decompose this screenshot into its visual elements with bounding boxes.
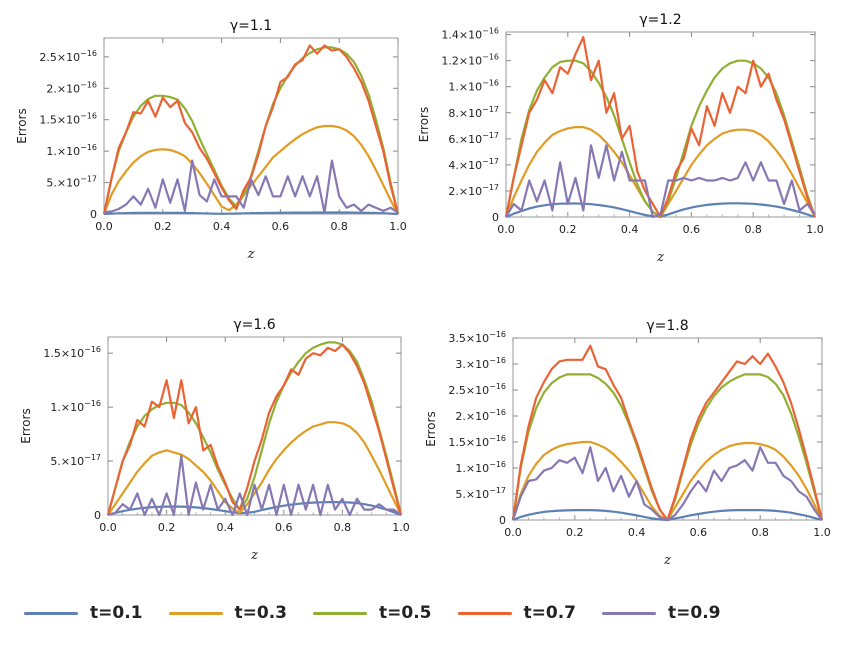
series-line-t05 [504,59,817,219]
x-tick-label: 0.8 [744,223,762,236]
legend-item-t01: t=0.1 [24,603,143,623]
plot-frame [103,37,399,215]
x-axis-label: z [663,553,671,568]
series-line-t07 [102,44,400,215]
y-tick-label: 0 [499,514,506,527]
legend-swatch [168,611,223,615]
y-tick-label: 5.×10−17 [50,453,101,468]
y-tick-label: 2.5×10−16 [39,49,97,64]
chart-title: γ=1.8 [646,318,688,334]
y-tick-label: 0 [90,208,97,221]
series-line-t07 [511,344,824,522]
legend-item-t03: t=0.3 [168,603,288,623]
series-line-t03 [107,421,402,516]
y-tick-label: 6.×10−17 [448,131,499,146]
figure-canvas: γ=1.1 0.0 0.2 0.4 0.6 0.8 1.0 0 5.×10−17 1.×10−16… [15,12,831,568]
x-tick-label: 0.0 [497,223,515,236]
chart-title: γ=1.1 [230,18,272,34]
x-tick-label: 0.8 [334,521,352,534]
chart-panel-4: γ=1.8 0.0 0.2 0.4 0.6 0.8 1.0 0 5.×10−17 1.×10−16… [424,318,831,568]
legend-item-t07: t=0.7 [457,603,577,623]
series-line-t09 [505,144,816,219]
series-line-t07 [106,343,403,516]
x-tick-label: 0.4 [213,220,231,233]
y-tick-label: 5.×10−17 [455,486,506,501]
y-tick-label: 1.5×10−16 [43,345,101,360]
series-line-t01 [107,501,402,517]
y-axis-label: Errors [424,411,438,447]
series-line-t09 [107,454,402,517]
series-line-t03 [511,440,823,522]
y-tick-label: 1.2×10−16 [441,53,499,68]
x-tick-label: 0.0 [99,521,117,534]
y-tick-label: 3.×10−16 [455,356,506,371]
y-tick-label: 1.5×10−16 [39,112,97,127]
x-tick-label: 0.6 [690,526,708,539]
series-line-t03 [102,124,399,215]
x-tick-label: 0.2 [158,521,176,534]
x-tick-label: 0.6 [275,521,293,534]
series-line-t09 [511,446,823,522]
y-tick-label: 2.×10−16 [46,80,97,95]
y-tick-label: 2.5×10−16 [448,382,506,397]
legend-label: t=0.3 [234,603,288,623]
y-tick-label: 1.×10−16 [46,143,97,158]
x-axis-label: z [250,548,258,563]
x-tick-label: 0.8 [751,526,769,539]
y-tick-label: 3.5×10−16 [448,330,506,345]
chart-title: γ=1.2 [639,12,681,28]
y-tick-label: 1.4×10−16 [441,27,499,42]
chart-panel-3: γ=1.6 0.0 0.2 0.4 0.6 0.8 1.0 0 5.×10−17 1.×10−16… [19,317,410,563]
legend-swatch [602,611,656,615]
y-tick-label: 2.×10−17 [448,183,499,198]
series-line-t07 [504,36,817,219]
chart-title: γ=1.6 [233,317,275,333]
legend-label: t=0.5 [379,603,432,623]
series-line-t01 [103,211,399,216]
y-tick-label: 1.×10−16 [448,79,499,94]
x-tick-label: 1.0 [392,521,410,534]
x-tick-label: 0.6 [272,220,290,233]
y-tick-label: 0 [492,211,499,224]
y-axis-label: Errors [15,108,29,144]
y-tick-label: 1.5×10−16 [448,434,506,449]
legend: t=0.1 t=0.3 t=0.5 t=0.7 t=0.9 [24,598,864,628]
chart-panel-2: γ=1.2 0.0 0.2 0.4 0.6 0.8 1.0 0 2.×10−17 4.×10−17… [417,12,824,265]
y-tick-label: 0 [94,509,101,522]
plot-frame [505,31,816,218]
x-tick-label: 0.6 [683,223,701,236]
x-axis-label: z [656,250,664,265]
y-axis-label: Errors [19,408,33,444]
x-tick-label: 0.0 [504,526,522,539]
x-tick-label: 0.0 [95,220,113,233]
x-tick-label: 0.4 [216,521,234,534]
x-tick-label: 0.8 [330,220,348,233]
x-tick-label: 0.2 [154,220,172,233]
x-tick-label: 0.2 [559,223,577,236]
x-tick-label: 1.0 [813,526,831,539]
y-tick-label: 8.×10−17 [448,105,499,120]
y-tick-label: 1.×10−16 [50,399,101,414]
chart-panel-1: γ=1.1 0.0 0.2 0.4 0.6 0.8 1.0 0 5.×10−17 1.×10−16… [15,18,407,262]
legend-label: t=0.9 [668,603,721,623]
legend-swatch [457,611,512,615]
y-tick-label: 2.×10−16 [455,408,506,423]
x-tick-label: 0.2 [566,526,584,539]
y-tick-label: 5.×10−17 [46,175,97,190]
legend-item-t09: t=0.9 [602,603,721,623]
y-tick-label: 1.×10−16 [455,460,506,475]
x-tick-label: 0.4 [621,223,639,236]
x-axis-label: z [247,247,255,262]
x-tick-label: 0.4 [628,526,646,539]
legend-swatch [24,611,78,615]
x-tick-label: 1.0 [389,220,407,233]
legend-item-t05: t=0.5 [313,603,432,623]
y-axis-label: Errors [417,107,431,143]
series-line-t09 [103,159,399,214]
legend-label: t=0.1 [90,603,143,623]
y-tick-label: 4.×10−17 [448,157,499,172]
legend-swatch [313,611,367,615]
legend-label: t=0.7 [523,603,577,623]
x-tick-label: 1.0 [806,223,824,236]
